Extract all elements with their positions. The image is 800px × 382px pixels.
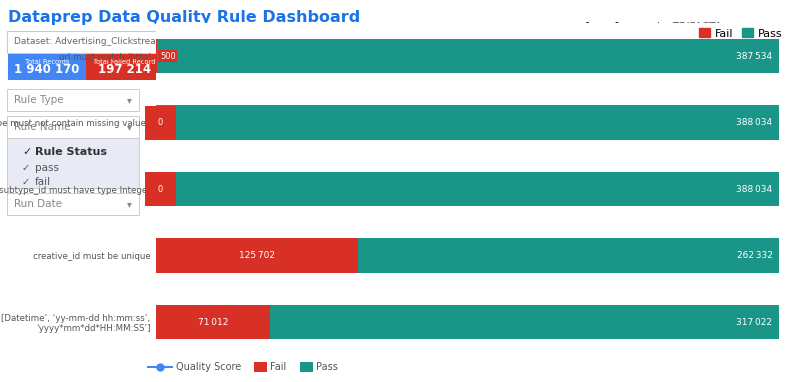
Bar [8, 54, 86, 80]
Text: https://cloud.google.com/dataprep: https://cloud.google.com/dataprep [575, 35, 743, 45]
Text: Rule Type: Rule Type [14, 95, 64, 105]
Text: ▾: ▾ [127, 122, 132, 132]
Bar [156, 39, 157, 73]
Text: Total Passed Records: Total Passed Records [166, 59, 237, 65]
Bar [156, 305, 270, 339]
Text: 262 332: 262 332 [737, 251, 773, 260]
Text: 125 702: 125 702 [239, 251, 275, 260]
Bar [157, 39, 778, 73]
FancyBboxPatch shape [7, 116, 139, 138]
Text: 388 034: 388 034 [736, 118, 773, 127]
Text: ✓: ✓ [22, 147, 31, 157]
Text: Rule Status: Rule Status [35, 147, 107, 157]
Text: fail: fail [35, 177, 51, 187]
Text: Pass: Pass [316, 362, 338, 372]
Text: ▾: ▾ [127, 199, 132, 209]
Text: 0: 0 [158, 118, 163, 127]
FancyBboxPatch shape [7, 31, 241, 53]
Text: Quality Score: Quality Score [176, 362, 242, 372]
Text: Rule Name: Rule Name [14, 122, 70, 132]
Bar [300, 362, 313, 372]
Text: 388 034: 388 034 [736, 185, 773, 194]
Text: 197 214: 197 214 [98, 63, 151, 76]
Bar [86, 54, 163, 80]
FancyBboxPatch shape [7, 89, 139, 111]
Text: ▾: ▾ [127, 95, 132, 105]
Bar [270, 305, 778, 339]
Bar [156, 105, 778, 140]
Bar [156, 238, 358, 273]
Text: 1 940 170: 1 940 170 [14, 63, 80, 76]
Text: Fail: Fail [270, 362, 286, 372]
Text: ✓: ✓ [22, 163, 30, 173]
Bar [156, 172, 778, 206]
Text: Total Failed Record: Total Failed Record [94, 59, 156, 65]
Text: Cloud Dataprep: Cloud Dataprep [575, 22, 698, 36]
Text: 0: 0 [158, 185, 163, 194]
Text: Dataset: Advertising_Clickstream: Dataset: Advertising_Clickstream [14, 37, 165, 47]
Bar [254, 362, 267, 372]
FancyBboxPatch shape [7, 193, 139, 215]
Bar [163, 54, 240, 80]
Text: 1 742 956: 1 742 956 [169, 63, 234, 76]
Text: 387 534: 387 534 [736, 52, 773, 61]
Text: 71 012: 71 012 [198, 317, 228, 327]
Text: ⬢: ⬢ [545, 24, 572, 53]
Text: (1)  ▾: (1) ▾ [209, 37, 232, 47]
Legend: Fail, Pass: Fail, Pass [699, 29, 782, 39]
Text: 500: 500 [160, 52, 176, 61]
Text: pass: pass [35, 163, 59, 173]
Bar [358, 238, 778, 273]
Text: by TRIFACTA: by TRIFACTA [653, 22, 721, 32]
Text: 317 022: 317 022 [737, 317, 773, 327]
FancyBboxPatch shape [7, 138, 139, 188]
Text: Total Records: Total Records [25, 59, 70, 65]
Text: ✓: ✓ [22, 177, 30, 187]
Text: Run Date: Run Date [14, 199, 62, 209]
Text: Dataprep Data Quality Rule Dashboard: Dataprep Data Quality Rule Dashboard [8, 10, 360, 25]
